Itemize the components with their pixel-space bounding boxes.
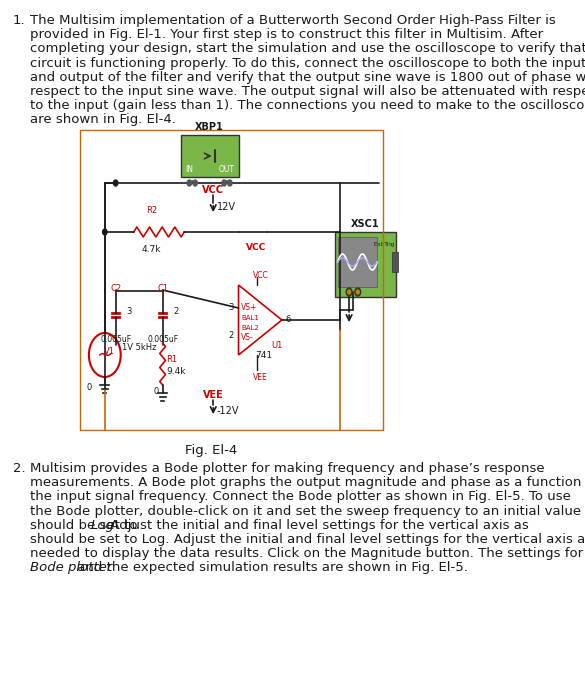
Text: measurements. A Bode plot graphs the output magnitude and phase as a function of: measurements. A Bode plot graphs the out… [30, 476, 585, 489]
Text: 741: 741 [255, 351, 273, 360]
Text: XBP1: XBP1 [195, 122, 224, 132]
Circle shape [193, 180, 197, 186]
Text: The Multisim implementation of a Butterworth Second Order High-Pass Filter is: The Multisim implementation of a Butterw… [30, 14, 556, 27]
Text: should be set to Log. Adjust the initial and final level settings for the vertic: should be set to Log. Adjust the initial… [30, 533, 585, 546]
Circle shape [113, 180, 118, 186]
Text: U1: U1 [271, 340, 283, 349]
Bar [181, 135, 239, 177]
Text: R1: R1 [166, 354, 177, 363]
Text: -12V: -12V [217, 406, 239, 416]
Circle shape [355, 288, 361, 296]
Text: Multisim provides a Bode plotter for making frequency and phase’s response: Multisim provides a Bode plotter for mak… [30, 462, 545, 475]
Text: Bode plotter: Bode plotter [30, 561, 112, 575]
Text: VS+: VS+ [242, 304, 258, 312]
Text: completing your design, start the simulation and use the oscilloscope to verify : completing your design, start the simula… [30, 43, 585, 55]
Text: OUT: OUT [218, 164, 234, 174]
Circle shape [187, 180, 191, 186]
Text: VCC: VCC [253, 271, 269, 280]
Text: ~: ~ [97, 346, 113, 365]
Text: VS-: VS- [242, 333, 254, 342]
Bar [393, 252, 398, 272]
Text: 2: 2 [174, 307, 178, 316]
Text: C1: C1 [157, 284, 168, 293]
Text: provided in Fig. El-1. Your first step is to construct this filter in Multisim. : provided in Fig. El-1. Your first step i… [30, 28, 543, 41]
Text: 0.005uF: 0.005uF [100, 335, 131, 344]
Text: 6: 6 [285, 316, 290, 325]
Text: R2: R2 [146, 206, 157, 215]
Text: IN: IN [185, 164, 193, 174]
Text: the Bode plotter, double-click on it and set the sweep frequency to an initial v: the Bode plotter, double-click on it and… [30, 505, 585, 517]
Text: 3: 3 [229, 304, 234, 312]
Text: XSC1: XSC1 [350, 219, 379, 229]
Text: Log: Log [91, 519, 115, 532]
Text: 0: 0 [87, 382, 92, 391]
Text: VEE: VEE [253, 373, 268, 382]
Text: respect to the input sine wave. The output signal will also be attenuated with r: respect to the input sine wave. The outp… [30, 85, 585, 98]
Text: BAL2: BAL2 [242, 325, 259, 331]
Circle shape [222, 180, 226, 186]
Circle shape [346, 288, 352, 296]
Text: 2.: 2. [13, 462, 26, 475]
Text: Ext Trig: Ext Trig [374, 242, 394, 247]
Text: VCC: VCC [202, 185, 224, 195]
Text: the input signal frequency. Connect the Bode plotter as shown in Fig. El-5. To u: the input signal frequency. Connect the … [30, 491, 571, 503]
Text: are shown in Fig. El-4.: are shown in Fig. El-4. [30, 113, 176, 127]
Text: 4.7k: 4.7k [142, 245, 161, 254]
Circle shape [347, 290, 350, 294]
Text: V1: V1 [104, 347, 115, 356]
Text: 2: 2 [229, 332, 234, 340]
Text: 1V 5kHz: 1V 5kHz [122, 342, 157, 351]
Text: needed to display the data results. Click on the Magnitude button. The settings : needed to display the data results. Clic… [30, 547, 585, 560]
Text: Fig. El-4: Fig. El-4 [185, 444, 237, 457]
Text: 9.4k: 9.4k [166, 368, 186, 377]
Text: C2: C2 [110, 284, 121, 293]
Circle shape [102, 229, 107, 235]
Text: 0.005uF: 0.005uF [147, 335, 178, 344]
Text: to the input (gain less than 1). The connections you need to make to the oscillo: to the input (gain less than 1). The con… [30, 99, 585, 112]
Text: 1.: 1. [13, 14, 26, 27]
Text: 0: 0 [154, 386, 159, 395]
Text: 3: 3 [126, 307, 132, 316]
Text: VCC: VCC [246, 244, 266, 253]
Text: and output of the filter and verify that the output sine wave is 1800 out of pha: and output of the filter and verify that… [30, 71, 585, 84]
Text: should be set to: should be set to [30, 519, 142, 532]
Text: and the expected simulation results are shown in Fig. El-5.: and the expected simulation results are … [73, 561, 468, 575]
Text: . Adjust the initial and final level settings for the vertical axis as: . Adjust the initial and final level set… [102, 519, 528, 532]
Bar [335, 232, 396, 297]
Text: circuit is functioning properly. To do this, connect the oscilloscope to both th: circuit is functioning properly. To do t… [30, 57, 585, 69]
Circle shape [228, 180, 232, 186]
Text: 12V: 12V [217, 202, 236, 212]
Text: VEE: VEE [203, 390, 223, 400]
Bar [338, 237, 377, 287]
Text: BAL1: BAL1 [242, 315, 259, 321]
Circle shape [356, 290, 359, 294]
